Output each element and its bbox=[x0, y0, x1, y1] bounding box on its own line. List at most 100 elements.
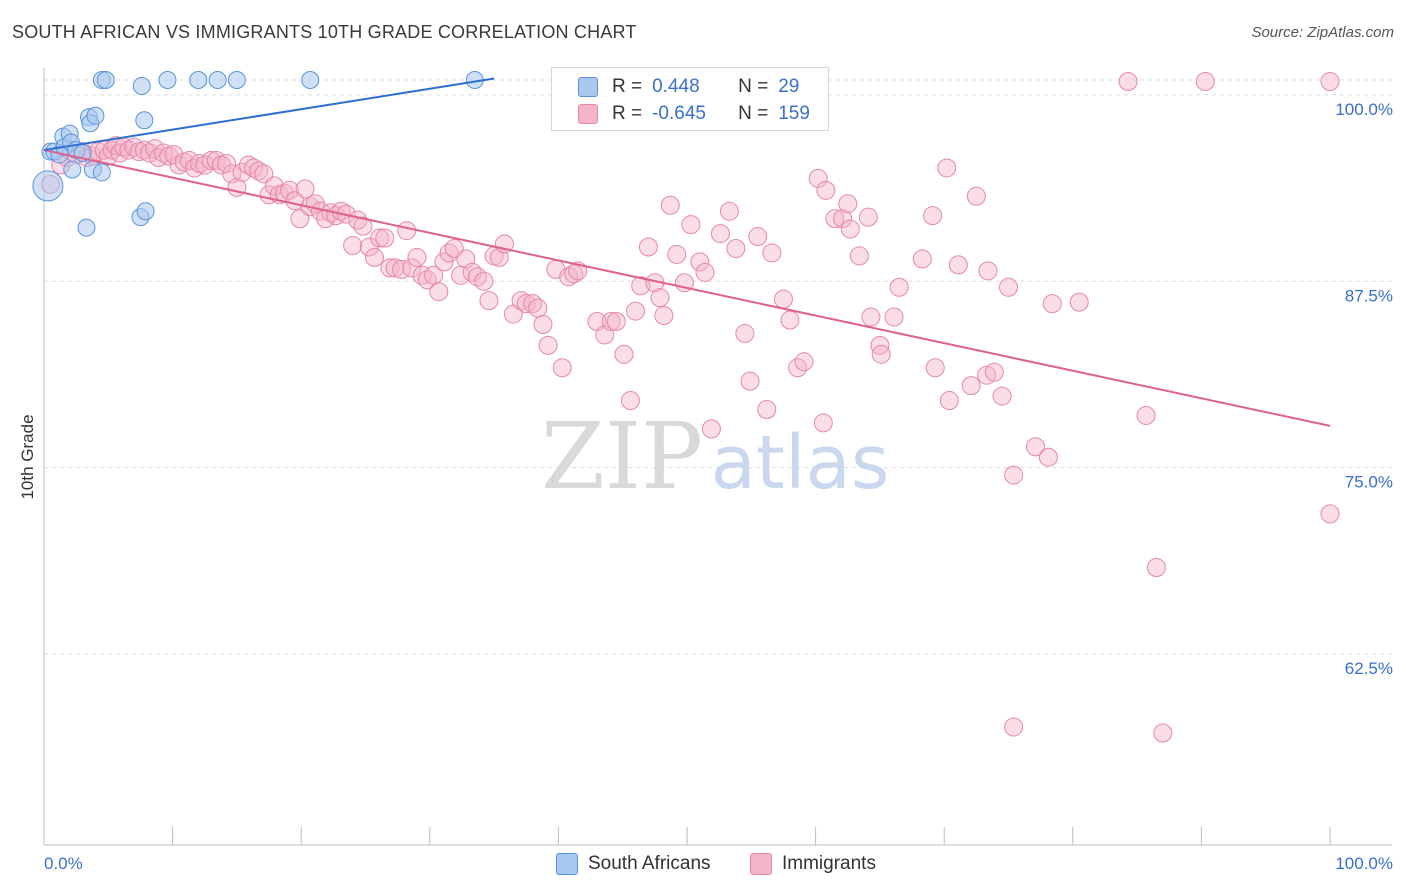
y-tick-label: 62.5% bbox=[1345, 659, 1393, 678]
immigrants-point bbox=[923, 206, 943, 226]
immigrants-point bbox=[889, 277, 909, 297]
immigrants-point bbox=[552, 358, 572, 378]
legend-r-value: 0.448 bbox=[652, 76, 700, 97]
immigrants-point bbox=[606, 312, 626, 332]
immigrants-point bbox=[654, 306, 674, 326]
immigrants-point bbox=[1004, 717, 1024, 737]
south-africans-point bbox=[77, 218, 96, 237]
immigrants-point bbox=[375, 228, 395, 248]
immigrants-point bbox=[402, 258, 422, 278]
trend-lines bbox=[43, 77, 1331, 427]
immigrants-point bbox=[601, 312, 621, 332]
immigrants-point bbox=[1320, 504, 1340, 524]
immigrants-point bbox=[429, 282, 449, 302]
legend-n-label: N = bbox=[738, 76, 769, 97]
legend-swatch-blue bbox=[578, 77, 598, 97]
immigrants-point bbox=[984, 362, 1004, 382]
south-africans-point bbox=[135, 111, 154, 130]
immigrants-point bbox=[249, 161, 269, 181]
south-africans-point bbox=[63, 160, 82, 179]
immigrants-point bbox=[244, 158, 264, 178]
immigrants-point bbox=[794, 352, 814, 372]
immigrants-point bbox=[154, 143, 174, 163]
bottom-legend-swatch-pink bbox=[750, 853, 772, 875]
south-africans-point bbox=[86, 106, 105, 125]
immigrants-point bbox=[474, 271, 494, 291]
immigrants-point bbox=[407, 247, 427, 267]
immigrants-point bbox=[690, 252, 710, 272]
bottom-legend-label: South Africans bbox=[588, 853, 711, 874]
source-label: Source: ZipAtlas.com bbox=[1251, 24, 1394, 41]
immigrants-point bbox=[735, 323, 755, 343]
immigrants-point bbox=[1038, 447, 1058, 467]
x-tick-label: 100.0% bbox=[1335, 854, 1393, 873]
immigrants-point bbox=[681, 215, 701, 235]
immigrants-point bbox=[353, 216, 373, 236]
immigrants-point bbox=[858, 207, 878, 227]
bottom-legend-label: Immigrants bbox=[782, 853, 876, 874]
immigrants-point bbox=[1026, 437, 1046, 457]
immigrants-point bbox=[813, 413, 833, 433]
immigrants-point bbox=[840, 219, 860, 239]
immigrants-point bbox=[816, 180, 836, 200]
immigrants-point bbox=[833, 209, 853, 229]
chart-title: SOUTH AFRICAN VS IMMIGRANTS 10TH GRADE C… bbox=[12, 22, 637, 42]
immigrants-point bbox=[511, 291, 531, 311]
legend-n-value: 159 bbox=[778, 103, 810, 124]
immigrants-point bbox=[939, 391, 959, 411]
immigrants-point bbox=[757, 399, 777, 419]
legend-n-label: N = bbox=[738, 103, 769, 124]
immigrants-point bbox=[528, 298, 548, 318]
south-africans-point bbox=[189, 71, 208, 89]
south-africans-point bbox=[132, 76, 151, 95]
south-africans-point bbox=[158, 71, 177, 89]
correlation-legend: R = 0.448 N = 29 R = -0.645 N = 159 bbox=[551, 67, 829, 131]
immigrants-point bbox=[280, 180, 300, 200]
south-africans-point bbox=[227, 71, 246, 89]
legend-swatch-pink bbox=[578, 104, 598, 124]
immigrants-point bbox=[631, 276, 651, 296]
immigrants-point bbox=[825, 209, 845, 229]
immigrants-point bbox=[1069, 292, 1089, 312]
south-africans-point bbox=[301, 71, 320, 89]
immigrants-point bbox=[762, 243, 782, 263]
bottom-legend-south-africans[interactable]: South Africans bbox=[556, 852, 711, 876]
immigrants-point bbox=[559, 267, 579, 287]
legend-r-label: R = bbox=[612, 103, 643, 124]
immigrants-point bbox=[719, 201, 739, 221]
bottom-legend-immigrants[interactable]: Immigrants bbox=[750, 852, 876, 876]
legend-r-value: -0.645 bbox=[652, 103, 706, 124]
immigrants-point bbox=[1042, 294, 1062, 314]
immigrants-point bbox=[884, 307, 904, 327]
immigrants-point bbox=[365, 247, 385, 267]
immigrants-point bbox=[961, 376, 981, 396]
south-africans-points bbox=[32, 71, 484, 237]
south-africans-point bbox=[208, 71, 227, 89]
immigrants-point bbox=[726, 238, 746, 258]
immigrants-point bbox=[1146, 558, 1166, 578]
immigrants-point bbox=[479, 291, 499, 311]
immigrants-point bbox=[660, 195, 680, 215]
immigrants-point bbox=[650, 288, 670, 308]
immigrants-point bbox=[98, 146, 118, 166]
immigrants-point bbox=[1195, 71, 1215, 91]
immigrants-point bbox=[564, 264, 584, 284]
immigrants-point bbox=[295, 179, 315, 199]
immigrants-point bbox=[838, 194, 858, 214]
immigrants-point bbox=[992, 386, 1012, 406]
immigrants-point bbox=[748, 227, 768, 247]
immigrants-point bbox=[169, 155, 189, 175]
immigrants-point bbox=[966, 186, 986, 206]
immigrants-point bbox=[1136, 405, 1156, 425]
immigrants-point bbox=[392, 259, 412, 279]
axis-layer: 100.0% 87.5% 75.0% 62.5% 0.0% 100.0% bbox=[43, 68, 1393, 873]
immigrants-point bbox=[238, 155, 258, 175]
immigrants-point bbox=[925, 358, 945, 378]
watermark: ZIP atlas bbox=[541, 403, 890, 510]
south-africans-point bbox=[92, 163, 111, 182]
immigrants-point bbox=[264, 176, 284, 196]
y-axis-label: 10th Grade bbox=[18, 414, 37, 499]
immigrants-point bbox=[397, 221, 417, 241]
immigrants-point bbox=[710, 224, 730, 244]
